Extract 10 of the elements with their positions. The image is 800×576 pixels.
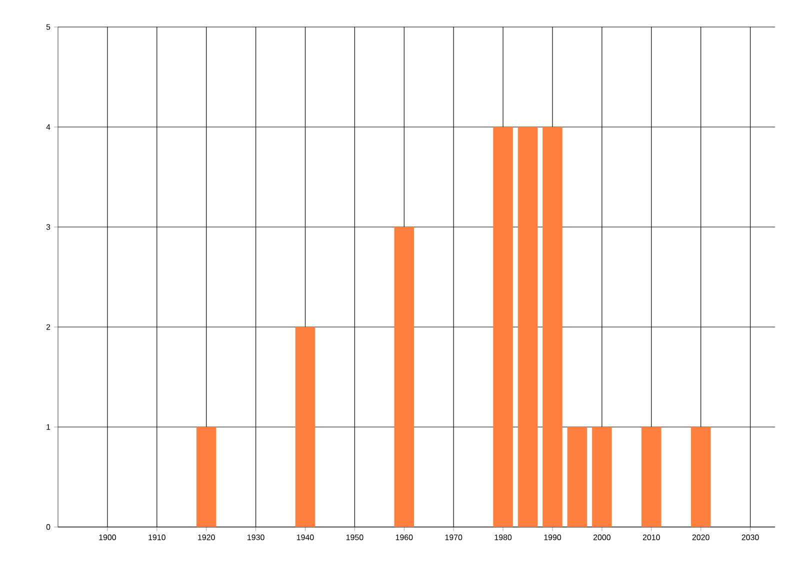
bar (592, 427, 612, 527)
bar (542, 127, 562, 527)
bar (641, 427, 662, 527)
bar (196, 427, 216, 527)
bar (295, 327, 316, 527)
bar (690, 427, 711, 527)
bar (518, 127, 538, 527)
bar (493, 127, 513, 527)
bar (567, 427, 588, 527)
bar (394, 227, 414, 527)
